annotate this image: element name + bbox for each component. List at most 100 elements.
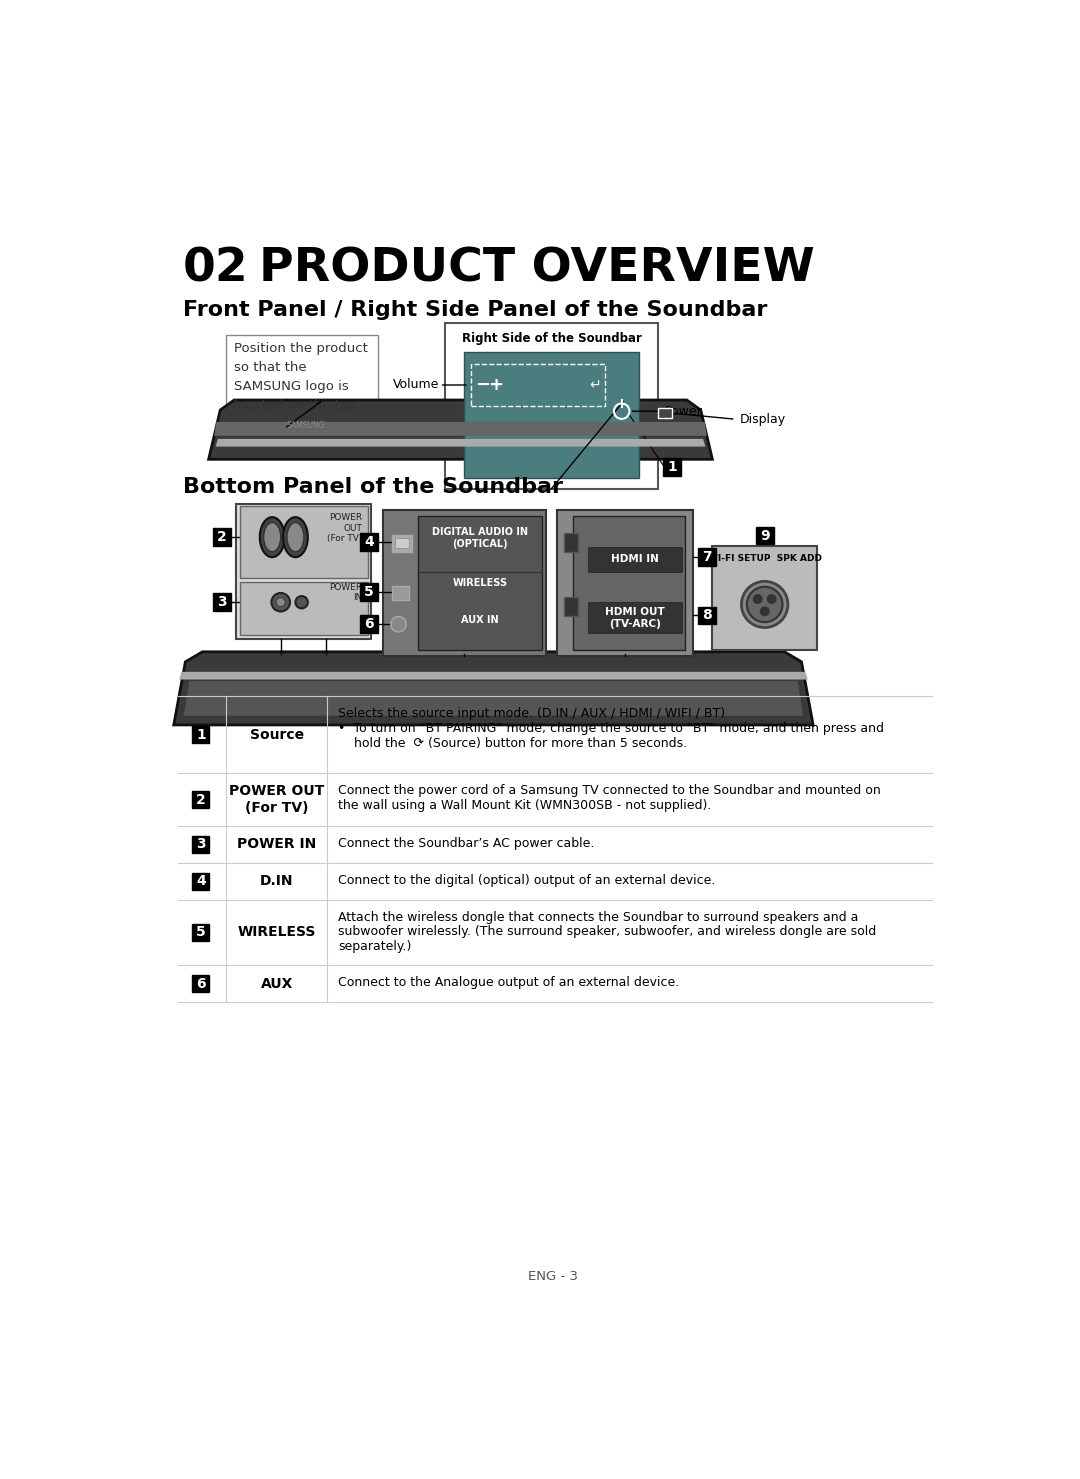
Text: •  To turn on “BT PAIRING” mode, change the source to “BT” mode, and then press : • To turn on “BT PAIRING” mode, change t… [338, 722, 885, 735]
Text: WIRELESS: WIRELESS [453, 578, 508, 587]
Bar [392, 534, 411, 552]
Circle shape [742, 581, 788, 627]
Text: 4: 4 [195, 874, 206, 889]
Text: Selects the source input mode. (D.IN / AUX / HDMI / WIFI / BT): Selects the source input mode. (D.IN / A… [338, 707, 725, 720]
Bar [658, 408, 672, 419]
Circle shape [276, 598, 285, 606]
Text: 4: 4 [364, 535, 374, 549]
FancyBboxPatch shape [192, 726, 210, 744]
Text: 5: 5 [195, 926, 206, 939]
FancyBboxPatch shape [588, 547, 683, 571]
Text: −: − [474, 376, 489, 393]
Text: 7: 7 [702, 550, 712, 563]
Text: Right Side of the Soundbar: Right Side of the Soundbar [461, 333, 642, 345]
Ellipse shape [287, 522, 303, 552]
Text: ↵: ↵ [590, 379, 602, 392]
Text: 02: 02 [183, 246, 248, 291]
FancyBboxPatch shape [360, 583, 378, 600]
Bar [713, 546, 816, 651]
Text: 6: 6 [197, 976, 205, 991]
Text: 5: 5 [364, 586, 374, 599]
Text: WI-FI SETUP  SPK ADD: WI-FI SETUP SPK ADD [707, 555, 822, 563]
Text: Position the product
so that the
SAMSUNG logo is
located on the top.: Position the product so that the SAMSUNG… [234, 342, 368, 413]
Text: 3: 3 [197, 837, 205, 852]
Polygon shape [179, 671, 808, 679]
Bar [572, 516, 685, 651]
Text: 1: 1 [195, 728, 206, 742]
Circle shape [747, 587, 783, 623]
FancyBboxPatch shape [192, 873, 210, 890]
FancyBboxPatch shape [756, 527, 773, 544]
Text: Attach the wireless dongle that connects the Soundbar to surround speakers and a: Attach the wireless dongle that connects… [338, 911, 859, 923]
Circle shape [760, 608, 769, 615]
Text: Connect to the Analogue output of an external device.: Connect to the Analogue output of an ext… [338, 976, 679, 989]
Text: Display: Display [740, 413, 785, 426]
Bar [564, 598, 578, 617]
Bar [564, 532, 578, 552]
Circle shape [754, 595, 762, 603]
Text: POWER
IN: POWER IN [329, 583, 362, 602]
Ellipse shape [264, 522, 281, 552]
Text: Connect the power cord of a Samsung TV connected to the Soundbar and mounted on: Connect the power cord of a Samsung TV c… [338, 784, 881, 797]
Bar [383, 510, 545, 657]
Text: Volume: Volume [392, 379, 438, 392]
Text: ENG - 3: ENG - 3 [528, 1270, 579, 1282]
Polygon shape [214, 422, 707, 436]
Bar [418, 516, 542, 651]
Polygon shape [174, 652, 813, 725]
Text: HDMI OUT
(TV-ARC): HDMI OUT (TV-ARC) [605, 606, 665, 629]
FancyBboxPatch shape [698, 549, 716, 566]
Bar [392, 586, 409, 600]
Text: 8: 8 [702, 608, 712, 623]
Bar [240, 506, 367, 578]
Text: AUX IN: AUX IN [461, 615, 499, 626]
Text: separately.): separately.) [338, 939, 411, 952]
Text: 2: 2 [217, 529, 227, 544]
Text: the wall using a Wall Mount Kit (WMN300SB - not supplied).: the wall using a Wall Mount Kit (WMN300S… [338, 799, 712, 812]
Text: Connect the Soundbar’s AC power cable.: Connect the Soundbar’s AC power cable. [338, 837, 594, 849]
Circle shape [271, 593, 291, 611]
Text: hold the  ⟳ (Source) button for more than 5 seconds.: hold the ⟳ (Source) button for more than… [338, 737, 687, 750]
Text: Power: Power [664, 405, 702, 417]
FancyBboxPatch shape [192, 791, 210, 808]
Text: 2: 2 [195, 793, 206, 806]
Bar [235, 504, 372, 639]
Text: WIRELESS: WIRELESS [238, 926, 316, 939]
Text: Front Panel / Right Side Panel of the Soundbar: Front Panel / Right Side Panel of the So… [183, 300, 768, 319]
Text: 6: 6 [364, 617, 374, 632]
FancyBboxPatch shape [213, 593, 231, 611]
Polygon shape [184, 680, 804, 716]
FancyBboxPatch shape [192, 836, 210, 853]
Bar [464, 352, 638, 478]
Text: HDMI IN: HDMI IN [611, 555, 659, 565]
Text: POWER OUT
(For TV): POWER OUT (For TV) [229, 784, 324, 815]
Bar [395, 538, 408, 549]
Text: PRODUCT OVERVIEW: PRODUCT OVERVIEW [259, 246, 814, 291]
Text: subwoofer wirelessly. (The surround speaker, subwoofer, and wireless dongle are : subwoofer wirelessly. (The surround spea… [338, 926, 876, 938]
Text: POWER IN: POWER IN [238, 837, 316, 852]
Circle shape [768, 595, 775, 603]
Polygon shape [208, 399, 713, 460]
Text: 1: 1 [667, 460, 677, 473]
Bar [471, 364, 605, 407]
Text: Bottom Panel of the Soundbar: Bottom Panel of the Soundbar [183, 478, 563, 497]
Text: Connect to the digital (optical) output of an external device.: Connect to the digital (optical) output … [338, 874, 715, 886]
FancyBboxPatch shape [588, 602, 683, 633]
Polygon shape [216, 439, 705, 447]
Text: 3: 3 [217, 595, 227, 609]
FancyBboxPatch shape [360, 534, 378, 552]
Bar [227, 334, 378, 427]
Ellipse shape [260, 518, 284, 558]
Ellipse shape [283, 518, 308, 558]
Text: +: + [488, 376, 503, 393]
Text: 9: 9 [760, 528, 769, 543]
Text: AUX: AUX [260, 976, 293, 991]
Circle shape [296, 596, 308, 608]
FancyBboxPatch shape [698, 606, 716, 624]
Text: POWER
OUT
(For TV): POWER OUT (For TV) [327, 513, 362, 543]
Text: D.IN: D.IN [260, 874, 294, 889]
Text: SAMSUNG: SAMSUNG [286, 422, 325, 430]
Text: DIGITAL AUDIO IN
(OPTICAL): DIGITAL AUDIO IN (OPTICAL) [432, 527, 528, 549]
Circle shape [391, 617, 406, 632]
Bar [240, 581, 367, 634]
